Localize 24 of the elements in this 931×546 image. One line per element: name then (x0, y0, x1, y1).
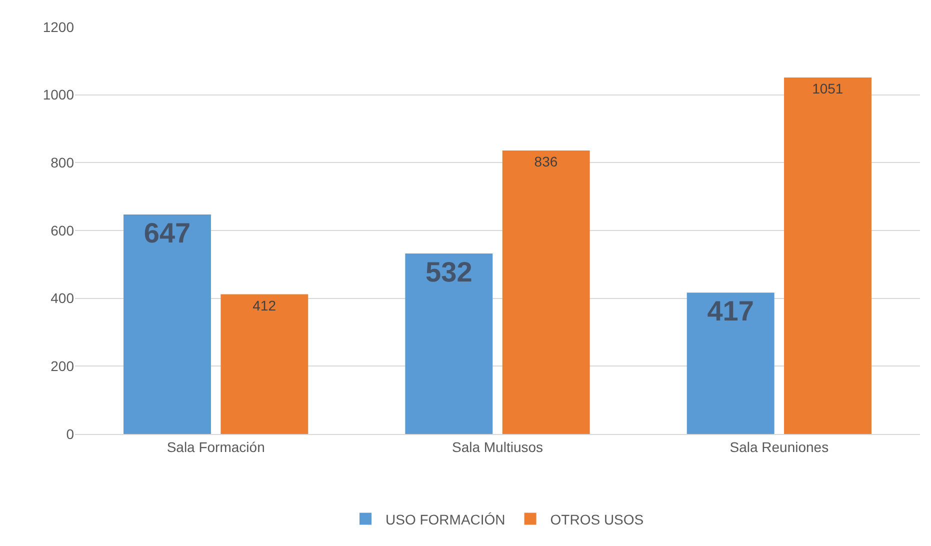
y-tick-label: 1200 (42, 18, 74, 35)
x-tick-label: Sala Formación (166, 438, 265, 455)
data-label: 412 (252, 297, 276, 314)
data-label: 532 (426, 256, 472, 288)
y-tick-label: 600 (50, 222, 74, 238)
bar (124, 214, 211, 434)
y-tick-label: 0 (66, 426, 74, 442)
bar (220, 294, 308, 434)
bar (405, 254, 493, 434)
y-tick-label: 200 (50, 358, 74, 374)
y-tick-label: 1000 (42, 86, 74, 103)
data-label: 1051 (812, 80, 844, 97)
x-tick-label: Sala Reuniones (730, 438, 829, 455)
bar (502, 150, 590, 434)
y-tick-label: 400 (50, 290, 74, 306)
data-label: 417 (707, 296, 754, 327)
bar (686, 292, 774, 434)
y-tick-label: 800 (50, 154, 74, 171)
legend-label: OTROS USOS (550, 511, 644, 528)
data-label: 647 (144, 218, 191, 249)
x-tick-label: Sala Multiusos (452, 438, 544, 455)
legend-label: USO FORMACIÓN (386, 511, 506, 528)
data-label: 836 (534, 153, 558, 170)
bar (784, 78, 872, 434)
